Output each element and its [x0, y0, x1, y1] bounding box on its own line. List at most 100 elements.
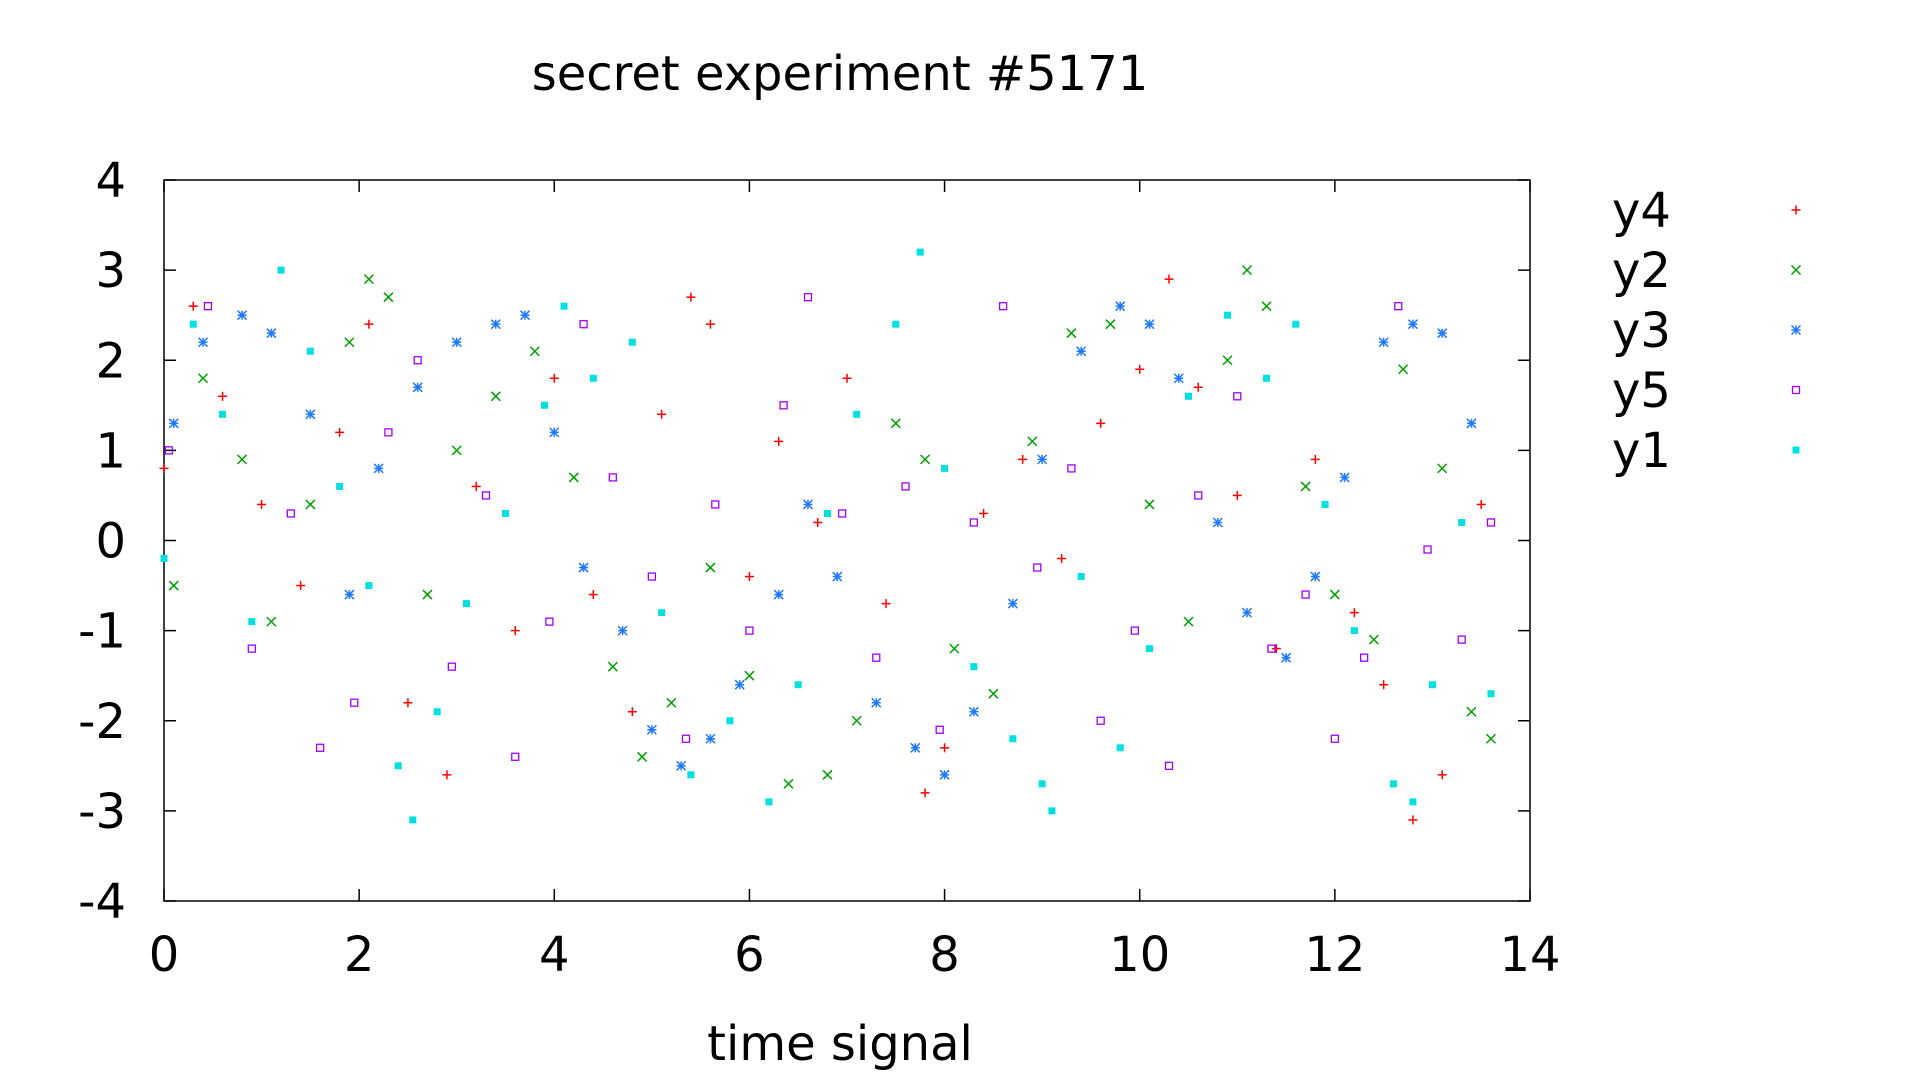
x-tick-label: 4 — [539, 927, 570, 983]
point-y3 — [676, 760, 687, 771]
point-y4 — [403, 698, 413, 708]
point-y5 — [164, 446, 174, 455]
point-y5 — [1233, 392, 1242, 401]
point-y1 — [560, 302, 568, 310]
legend-label-y3: y3 — [1612, 303, 1671, 359]
point-y5 — [247, 644, 256, 653]
point-y2 — [422, 589, 433, 600]
point-y4 — [1271, 644, 1281, 654]
point-y4 — [979, 508, 989, 518]
point-y3 — [1037, 454, 1048, 465]
point-y1 — [336, 482, 344, 490]
point-y3 — [344, 589, 355, 600]
point-y3 — [939, 769, 950, 780]
legend-marker-y5 — [1791, 385, 1801, 395]
point-y3 — [412, 382, 423, 393]
point-y5 — [1267, 644, 1276, 653]
point-y5 — [384, 428, 393, 437]
point-y5 — [998, 302, 1008, 311]
point-y2 — [822, 769, 833, 780]
point-y4 — [471, 481, 481, 491]
point-y4 — [588, 590, 598, 600]
point-y4 — [1310, 454, 1320, 464]
point-y3 — [519, 310, 531, 321]
point-y4 — [920, 788, 930, 798]
point-y4 — [510, 626, 520, 636]
point-y3 — [968, 706, 979, 717]
point-y2 — [607, 661, 618, 672]
point-y1 — [823, 509, 831, 517]
y-tick-label: -1 — [78, 604, 126, 660]
point-y2 — [1222, 355, 1233, 366]
point-y5 — [1301, 590, 1310, 599]
point-y4 — [881, 599, 891, 609]
data-points — [159, 248, 1497, 825]
point-y4 — [774, 436, 784, 446]
point-y1 — [1409, 798, 1417, 806]
point-y2 — [988, 688, 999, 699]
point-y2 — [705, 562, 716, 573]
point-y1 — [892, 320, 900, 328]
point-y3 — [1281, 652, 1292, 663]
point-y2 — [568, 472, 579, 483]
point-y1 — [794, 681, 802, 689]
point-y5 — [315, 743, 325, 752]
point-y2 — [666, 697, 677, 708]
point-y4 — [1408, 815, 1418, 825]
legend-marker-y3 — [1790, 324, 1802, 336]
point-y2 — [529, 346, 540, 357]
point-y1 — [765, 798, 773, 806]
point-y4 — [1057, 554, 1067, 564]
point-y1 — [1145, 645, 1153, 653]
point-y2 — [344, 337, 355, 348]
point-y3 — [1466, 418, 1477, 429]
point-y4 — [1193, 382, 1203, 392]
point-y3 — [168, 418, 179, 429]
point-y3 — [1310, 571, 1321, 582]
point-y5 — [872, 653, 881, 662]
point-y3 — [1339, 472, 1350, 483]
point-y2 — [1027, 436, 1038, 447]
point-y1 — [502, 509, 509, 517]
point-y1 — [941, 464, 949, 472]
legend-label-y2: y2 — [1612, 243, 1671, 299]
point-y4 — [705, 319, 715, 329]
point-y5 — [413, 356, 422, 365]
legend-label-y5: y5 — [1612, 363, 1671, 419]
point-y5 — [837, 509, 847, 518]
point-y2 — [783, 778, 794, 789]
point-y2 — [197, 373, 209, 384]
y-tick-label: -2 — [78, 694, 126, 750]
point-y1 — [1350, 627, 1358, 635]
point-y4 — [657, 409, 667, 419]
point-y2 — [1300, 481, 1311, 492]
point-y5 — [1194, 491, 1203, 500]
point-y1 — [1263, 374, 1271, 382]
point-y2 — [1329, 589, 1340, 600]
point-y5 — [1423, 545, 1432, 554]
point-y5 — [1096, 716, 1105, 725]
point-y1 — [1224, 311, 1232, 319]
point-y2 — [1368, 634, 1379, 645]
point-y1 — [1185, 392, 1192, 400]
point-y2 — [1437, 463, 1448, 474]
point-y1 — [1428, 681, 1436, 689]
point-y2 — [1242, 265, 1253, 276]
point-y5 — [1130, 626, 1139, 635]
point-y4 — [549, 373, 559, 383]
point-y5 — [545, 617, 554, 626]
point-y4 — [744, 572, 754, 582]
point-y4 — [842, 373, 852, 383]
x-tick-label: 8 — [929, 927, 960, 983]
point-y5 — [711, 500, 720, 509]
point-y4 — [627, 707, 637, 717]
point-y3 — [802, 499, 814, 510]
point-y3 — [197, 337, 209, 348]
x-tick-label: 0 — [149, 927, 180, 983]
point-y4 — [218, 391, 228, 401]
point-y1 — [628, 338, 636, 346]
point-y5 — [779, 401, 788, 410]
point-y3 — [1144, 319, 1155, 330]
point-y1 — [1321, 500, 1329, 508]
y-tick-label: 4 — [95, 153, 126, 209]
